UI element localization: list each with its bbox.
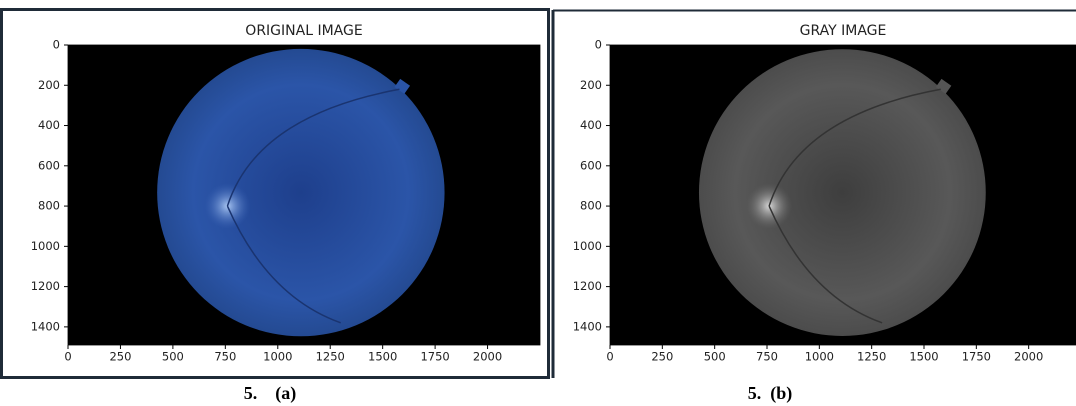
x-tick-label: 1000 <box>263 350 292 364</box>
chart-title: GRAY IMAGE <box>800 23 887 39</box>
retina <box>157 49 444 336</box>
x-tick-label: 2000 <box>1014 350 1043 364</box>
x-tick-label: 750 <box>214 350 236 364</box>
x-tick-label: 0 <box>64 350 71 364</box>
y-tick-label: 1200 <box>31 279 60 293</box>
x-tick-label: 2000 <box>473 350 502 364</box>
y-tick-label: 600 <box>580 158 602 172</box>
y-tick-label: 1200 <box>573 279 602 293</box>
x-tick-label: 1250 <box>857 350 886 364</box>
y-tick-label: 400 <box>38 118 60 132</box>
page: ORIGINAL IMAGE 0 250 500 750 1000 1250 1500 1750… <box>0 0 1076 406</box>
y-tick-label: 800 <box>580 199 602 213</box>
x-tick-label: 1500 <box>909 350 938 364</box>
x-tick-label: 250 <box>109 350 131 364</box>
y-tick-label: 1000 <box>31 239 60 253</box>
caption: 5. (b) <box>748 383 793 404</box>
y-tick-label: 200 <box>580 78 602 92</box>
x-tick-label: 500 <box>704 350 726 364</box>
y-tick-label: 800 <box>38 199 60 213</box>
x-tick-label: 1250 <box>316 350 345 364</box>
y-tick-label: 1400 <box>573 319 602 333</box>
x-tick-label: 1000 <box>805 350 834 364</box>
y-tick-label: 400 <box>580 118 602 132</box>
y-tick-label: 0 <box>595 38 602 52</box>
y-tick-label: 600 <box>38 158 60 172</box>
y-tick-label: 1000 <box>573 239 602 253</box>
x-tick-label: 1750 <box>420 350 449 364</box>
x-tick-label: 1750 <box>962 350 991 364</box>
y-tick-label: 200 <box>38 78 60 92</box>
x-tick-label: 0 <box>606 350 613 364</box>
x-tick-label: 1500 <box>368 350 397 364</box>
x-tick-label: 500 <box>162 350 184 364</box>
x-tick-label: 250 <box>651 350 673 364</box>
caption: 5. (a) <box>244 383 297 404</box>
figure: ORIGINAL IMAGE 0 250 500 750 1000 1250 1500 1750… <box>0 0 1076 406</box>
chart-title: ORIGINAL IMAGE <box>245 23 362 39</box>
retina <box>699 49 986 336</box>
x-tick-label: 750 <box>756 350 778 364</box>
y-tick-label: 1400 <box>31 319 60 333</box>
y-tick-label: 0 <box>53 38 60 52</box>
